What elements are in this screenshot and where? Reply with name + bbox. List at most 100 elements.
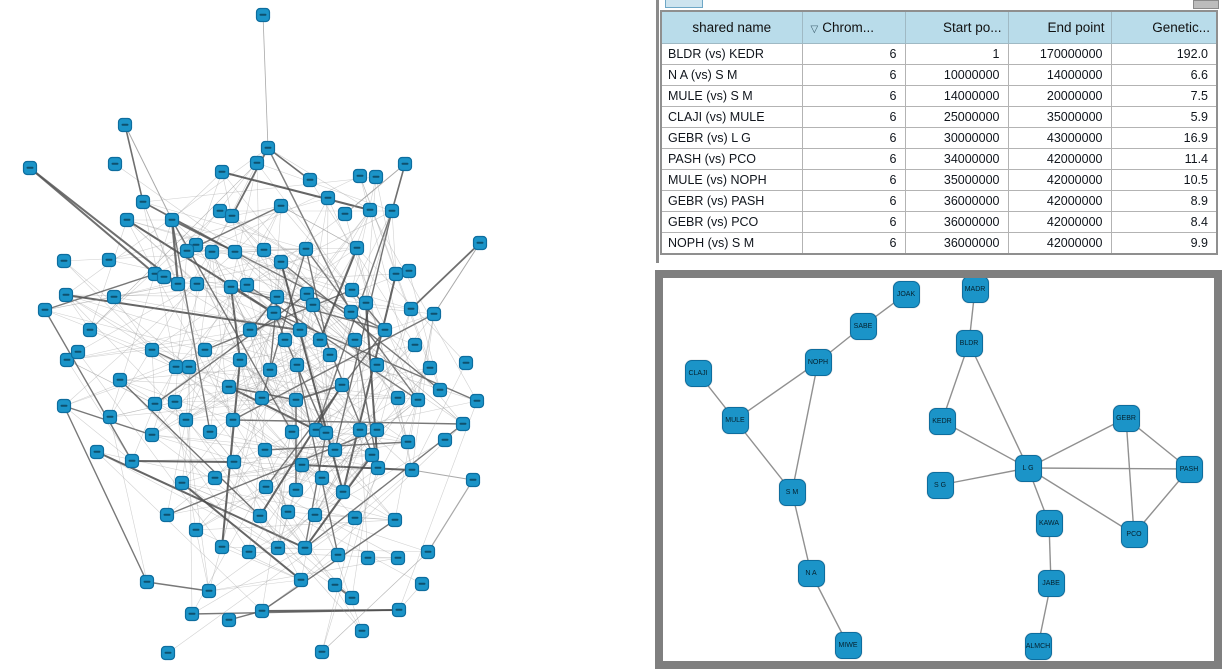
panel-splitter[interactable] [656,0,659,263]
table-cell[interactable]: 6 [801,64,906,86]
table-row[interactable]: MULE (vs) NOPH 6 35000000 42000000 10.5 [660,169,1218,191]
graph-node[interactable]: MIWE [834,631,862,659]
table-cell[interactable]: 42000000 [1007,169,1112,191]
network-edge[interactable] [321,551,429,653]
graph-node[interactable]: S G [926,471,954,499]
network-edge[interactable] [66,359,133,462]
network-node[interactable] [258,479,274,495]
network-node[interactable] [387,512,403,528]
network-edge[interactable] [142,201,234,421]
network-edge[interactable] [321,467,379,653]
table-cell[interactable]: 42000000 [1007,148,1112,170]
network-edge[interactable] [77,351,223,548]
graph-node[interactable]: BLDR [955,329,983,357]
network-node[interactable] [164,212,180,228]
network-node[interactable] [335,484,351,500]
network-edge[interactable] [342,308,412,493]
network-node[interactable] [160,645,176,661]
network-edge[interactable] [273,261,282,314]
network-edge[interactable] [65,294,187,421]
network-node[interactable] [288,392,304,408]
network-edge[interactable] [66,359,156,405]
network-edge[interactable] [354,339,379,469]
graph-node[interactable]: L G [1014,454,1042,482]
network-node[interactable] [465,472,481,488]
network-node[interactable] [360,550,376,566]
network-edge[interactable] [89,219,128,331]
network-edge[interactable] [113,296,153,351]
network-edge[interactable] [280,205,358,249]
table-cell[interactable]: 170000000 [1007,43,1112,65]
network-node[interactable] [254,390,270,406]
network-node[interactable] [204,244,220,260]
network-edge[interactable] [131,460,235,463]
network-edge[interactable] [65,294,278,298]
network-edge[interactable] [142,201,236,253]
table-cell[interactable]: 6 [801,211,906,233]
network-node[interactable] [320,190,336,206]
network-edge[interactable] [342,273,397,493]
network-edge[interactable] [239,359,267,488]
graph-edge[interactable] [1027,467,1135,535]
network-edge[interactable] [166,419,187,516]
network-edge[interactable] [267,147,371,211]
network-edge[interactable] [166,429,378,516]
table-cell[interactable]: CLAJI (vs) MULE [660,106,803,128]
network-edge[interactable] [249,329,263,399]
network-node[interactable] [102,409,118,425]
table-cell[interactable]: 16.9 [1110,127,1218,149]
network-edge[interactable] [185,386,230,421]
network-node[interactable] [227,244,243,260]
network-edge[interactable] [233,247,358,463]
table-cell[interactable]: 36000000 [904,190,1009,212]
network-edge[interactable] [186,250,263,399]
network-node[interactable] [58,287,74,303]
network-edge[interactable] [29,167,156,275]
network-node[interactable] [249,155,265,171]
network-edge[interactable] [44,273,156,311]
table-cell[interactable]: 11.4 [1110,148,1218,170]
network-edge[interactable] [209,286,232,433]
network-edge[interactable] [77,283,198,353]
graph-node[interactable]: KEDR [928,407,956,435]
network-node[interactable] [404,462,420,478]
network-node[interactable] [349,240,365,256]
network-node[interactable] [298,241,314,257]
network-edge[interactable] [171,171,223,221]
network-node[interactable] [226,454,242,470]
network-node[interactable] [223,279,239,295]
network-edge[interactable] [65,294,230,388]
graph-edge[interactable] [1027,417,1127,469]
column-header[interactable]: Genetic... [1110,10,1218,44]
network-edge[interactable] [427,479,474,553]
network-edge[interactable] [44,309,190,368]
table-cell[interactable]: 25000000 [904,106,1009,128]
table-cell[interactable]: 34000000 [904,148,1009,170]
network-edge[interactable] [232,419,363,632]
network-node[interactable] [178,412,194,428]
network-edge[interactable] [391,210,397,275]
network-edge[interactable] [394,313,435,521]
column-header[interactable]: Start po... [904,10,1009,44]
network-node[interactable] [232,352,248,368]
network-node[interactable] [368,169,384,185]
network-edge[interactable] [231,215,356,341]
network-edge[interactable] [181,482,261,517]
network-node[interactable] [179,243,195,259]
network-node[interactable] [221,612,237,628]
network-edge[interactable] [411,362,467,471]
graph-edge[interactable] [968,342,1029,469]
network-node[interactable] [254,603,270,619]
network-edge[interactable] [265,486,396,521]
network-node[interactable] [422,360,438,376]
table-row[interactable]: PASH (vs) PCO 6 34000000 42000000 11.4 [660,148,1218,170]
network-edge[interactable] [351,210,393,291]
network-edge[interactable] [109,416,148,583]
network-node[interactable] [302,172,318,188]
network-edge[interactable] [221,546,302,581]
network-edge[interactable] [248,432,327,553]
graph-edge[interactable] [791,361,819,493]
network-edge[interactable] [171,219,275,314]
network-node[interactable] [37,302,53,318]
network-edge[interactable] [221,171,356,341]
